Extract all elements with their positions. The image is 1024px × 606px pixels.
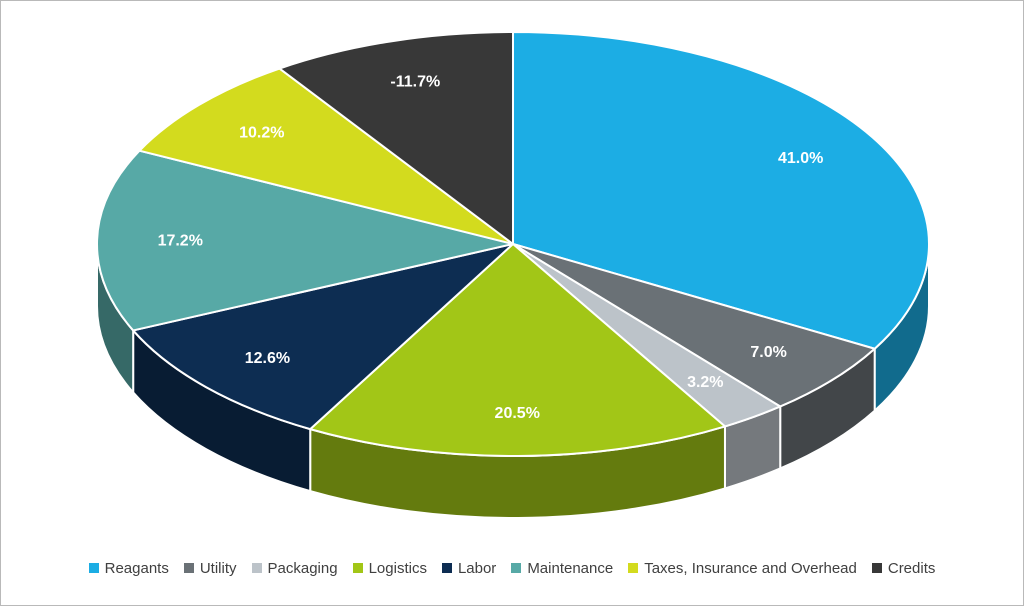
legend-item-credits[interactable]: Credits [871,559,936,577]
legend-swatch [88,563,99,573]
pie-chart-area: 41.0% 7.0% 3.2% 20.5% 12.6% 17.2% 10.2% -11.7% [1,1,1023,545]
legend-label: Reagants [104,559,169,577]
chart-legend: Reagants Utility Packaging Logistics Labor Ma… [1,545,1023,605]
slice-data-label: 17.2% [158,232,203,249]
legend-item-taxes-insurance-and-overhead[interactable]: Taxes, Insurance and Overhead [628,560,857,577]
pie-chart: 41.0% 7.0% 3.2% 20.5% 12.6% 17.2% 10.2% -11.7% [96,31,930,519]
slice-data-label: 12.6% [245,350,290,367]
legend-label: Logistics [368,559,427,577]
pie-slice-reagants[interactable] [512,31,930,350]
legend-label: Labor [457,559,497,577]
legend-label: Taxes, Insurance and Overhead [644,559,857,577]
pie-slice-credits[interactable] [278,31,514,245]
slice-data-label: 3.2% [687,374,723,391]
legend-swatch [251,563,262,573]
legend-swatch [511,563,522,573]
pie-slice-labor[interactable] [132,243,514,431]
legend-label: Maintenance [527,559,614,577]
legend-item-logistics[interactable]: Logistics [352,559,427,577]
legend-item-reagants[interactable]: Reagants [88,559,169,577]
legend-item-maintenance[interactable]: Maintenance [511,560,613,577]
legend-item-labor[interactable]: Labor [441,559,497,577]
legend-swatch [871,563,882,573]
legend-swatch [183,563,194,573]
legend-swatch [441,563,452,573]
legend-label: Packaging [267,559,338,577]
legend-label: Utility [199,559,237,577]
legend-item-utility[interactable]: Utility [183,559,237,577]
slice-data-label: 7.0% [750,344,786,361]
pie-slice-taxes-insurance-and-overhead[interactable] [138,67,514,245]
slice-data-label: 41.0% [778,150,823,167]
slice-data-label: -11.7% [390,73,440,90]
pie-slice-logistics[interactable] [309,243,726,457]
slice-data-label: 10.2% [239,124,284,141]
pie-slice-utility[interactable] [512,243,876,408]
legend-label: Credits [887,559,936,577]
legend-swatch [628,563,639,573]
pie-slice-maintenance[interactable] [96,149,514,332]
legend-item-packaging[interactable]: Packaging [251,559,338,577]
legend-swatch [352,563,363,573]
slice-data-label: 20.5% [495,405,540,422]
